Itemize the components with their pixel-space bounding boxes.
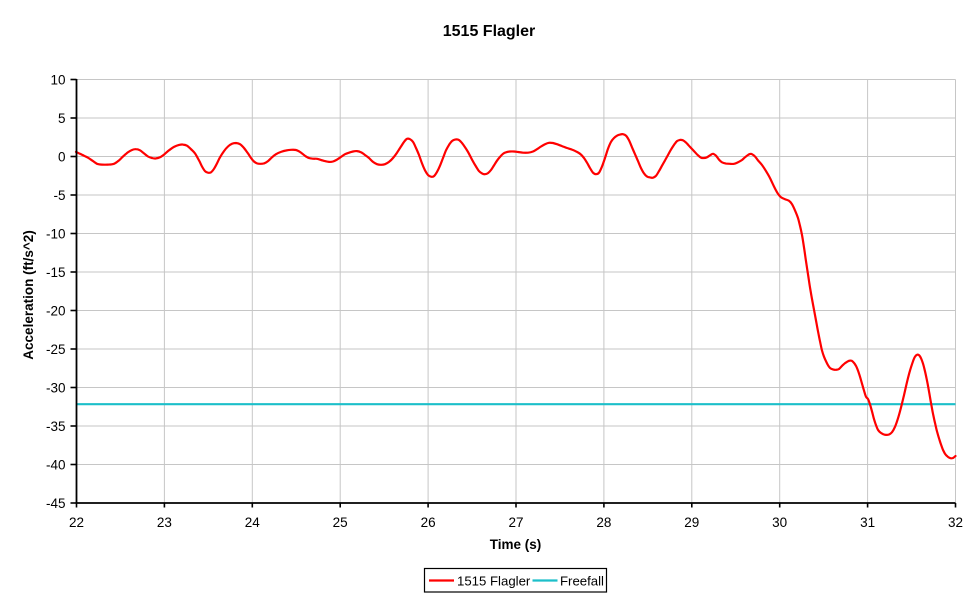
svg-text:Time (s): Time (s): [490, 537, 542, 552]
svg-text:Acceleration (ft/s^2): Acceleration (ft/s^2): [21, 230, 36, 359]
svg-text:-45: -45: [46, 496, 66, 511]
svg-text:Freefall: Freefall: [560, 573, 604, 588]
svg-text:23: 23: [157, 515, 172, 530]
svg-text:-30: -30: [46, 380, 66, 395]
svg-text:22: 22: [69, 515, 84, 530]
svg-text:-35: -35: [46, 419, 66, 434]
svg-text:0: 0: [58, 149, 66, 164]
svg-text:25: 25: [333, 515, 348, 530]
svg-text:-20: -20: [46, 303, 66, 318]
svg-text:-15: -15: [46, 265, 66, 280]
svg-text:26: 26: [421, 515, 436, 530]
svg-text:32: 32: [948, 515, 963, 530]
svg-text:27: 27: [508, 515, 523, 530]
svg-text:-40: -40: [46, 457, 66, 472]
svg-text:-10: -10: [46, 226, 66, 241]
svg-text:1515 Flagler: 1515 Flagler: [443, 23, 536, 40]
svg-text:28: 28: [596, 515, 611, 530]
svg-text:10: 10: [50, 72, 65, 87]
svg-text:-25: -25: [46, 342, 66, 357]
svg-text:30: 30: [772, 515, 787, 530]
svg-text:31: 31: [860, 515, 875, 530]
svg-text:24: 24: [245, 515, 261, 530]
svg-text:1515 Flagler: 1515 Flagler: [457, 573, 531, 588]
svg-text:5: 5: [58, 111, 66, 126]
svg-text:-5: -5: [53, 188, 65, 203]
svg-text:29: 29: [684, 515, 699, 530]
